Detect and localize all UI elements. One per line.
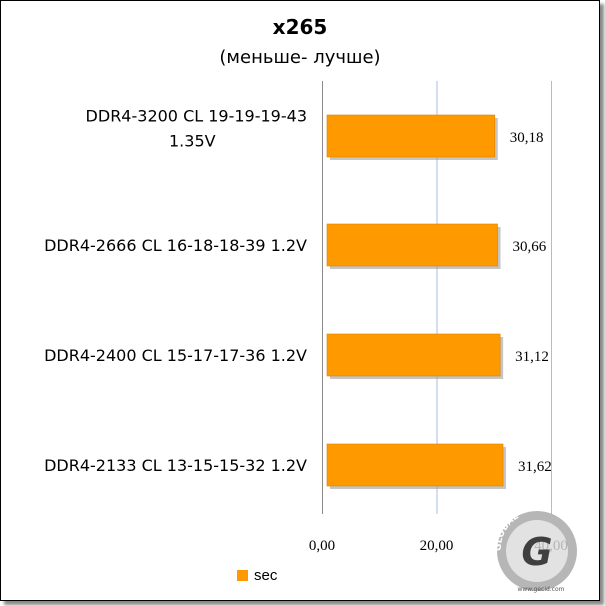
x-tick-label-0: 0,00 [309, 538, 335, 554]
data-label-2: 31,12 [515, 349, 549, 365]
gecid-logo-watermark: GLOBAL G www.gecid.com [494, 511, 577, 593]
bar-2 [326, 333, 501, 377]
category-label-2: DDR4-2400 CL 15-17-17-36 1.2V [44, 346, 307, 365]
watermark-letter: G [521, 530, 552, 574]
watermark-url: www.gecid.com [517, 586, 564, 593]
category-label-0-line-0: DDR4-3200 CL 19-19-19-43 [86, 107, 307, 126]
legend-swatch [237, 569, 248, 581]
legend: sec [237, 566, 277, 584]
data-label-3: 31,62 [518, 459, 552, 475]
data-label-1: 30,66 [513, 239, 547, 255]
chart-subtitle: (меньше- лучше) [219, 47, 381, 68]
bar-chart: 30,18 DDR4-3200 CL 19-19-19-43 1.35V 30,66 D… [44, 81, 568, 554]
x-tick-label-1: 20,00 [420, 538, 454, 554]
category-label-0-line-1: 1.35V [169, 132, 216, 151]
chart-title: x265 [272, 15, 328, 39]
bar-1 [326, 223, 498, 267]
data-label-0: 30,18 [510, 130, 544, 146]
category-label-3: DDR4-2133 CL 13-15-15-32 1.2V [44, 456, 307, 475]
legend-label: sec [254, 566, 278, 584]
bar-3 [326, 443, 504, 487]
category-label-1: DDR4-2666 CL 16-18-18-39 1.2V [44, 236, 307, 255]
bar-0 [326, 114, 496, 158]
